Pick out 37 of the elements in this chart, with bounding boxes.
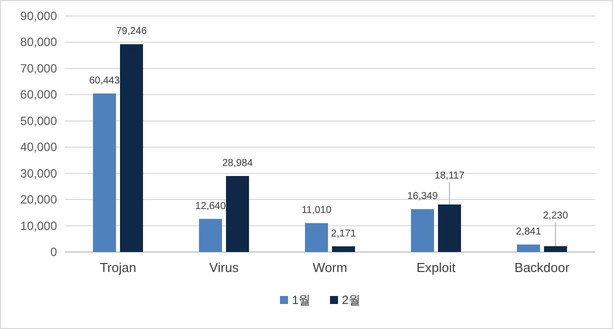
bar: [120, 44, 143, 252]
data-label: 11,010: [302, 205, 332, 216]
data-label: 16,349: [407, 191, 438, 202]
data-label: 2,230: [542, 210, 568, 222]
data-label: 79,246: [116, 26, 148, 38]
data-label: 2,171: [330, 228, 356, 240]
x-tick-label: Exploit: [416, 260, 456, 275]
x-tick-label: Trojan: [100, 260, 136, 275]
bar: [544, 246, 567, 252]
bar: [305, 223, 328, 252]
data-label: 18,117: [434, 170, 465, 182]
y-tick-label: 60,000: [20, 88, 58, 102]
y-tick-label: 0: [50, 245, 58, 259]
bar: [332, 246, 355, 252]
legend-label: 1월: [292, 293, 311, 307]
data-label: 28,984: [222, 158, 254, 169]
data-label: 2,841: [516, 226, 542, 238]
x-tick-label: Backdoor: [514, 260, 570, 275]
y-tick-label: 50,000: [20, 114, 58, 128]
y-tick-label: 80,000: [20, 35, 58, 50]
y-tick-label: 20,000: [20, 192, 58, 207]
bar: [226, 176, 249, 252]
bar: [93, 94, 116, 252]
data-label: 60,443: [89, 76, 120, 87]
x-tick-label: Worm: [312, 260, 348, 275]
y-tick-label: 10,000: [20, 218, 58, 233]
y-tick-label: 90,000: [20, 9, 58, 23]
x-tick-label: Virus: [209, 260, 240, 275]
data-label: 12,640: [195, 200, 226, 212]
legend-label: 2월: [342, 293, 361, 307]
bar: [438, 204, 461, 252]
y-tick-label: 40,000: [20, 140, 58, 154]
y-tick-label: 70,000: [20, 61, 58, 76]
bar: [411, 209, 434, 252]
bar: [199, 218, 222, 252]
y-tick-label: 30,000: [20, 166, 58, 180]
bar: [517, 244, 540, 252]
